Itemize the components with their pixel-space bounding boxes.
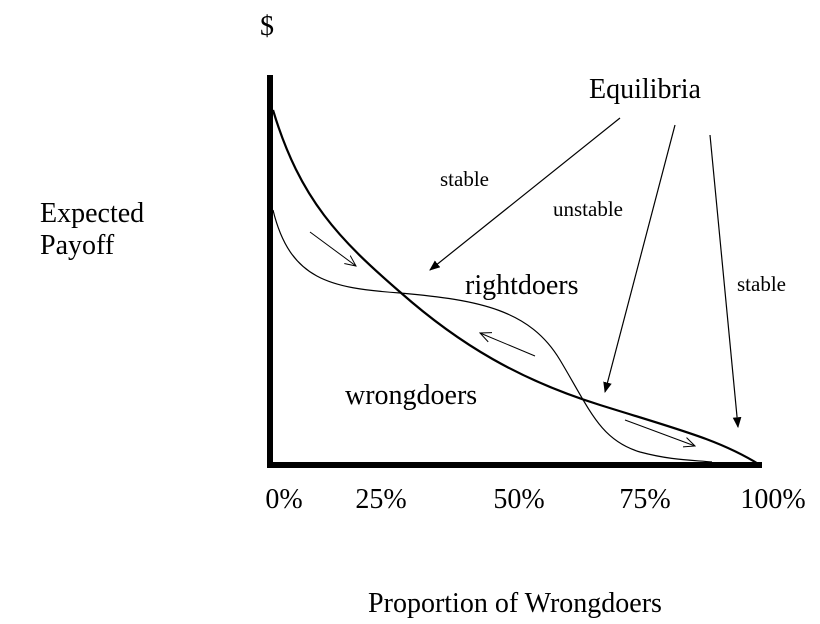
arrow [429, 117, 621, 271]
wrongdoers-curve [271, 109, 761, 466]
x-tick-label: 50% [493, 484, 544, 515]
stable-label: stable [737, 272, 786, 296]
unstable-label: unstable [553, 197, 623, 221]
rightdoers-curve [272, 209, 713, 463]
x-tick-label: 75% [619, 484, 670, 515]
wrongdoers-label: wrongdoers [345, 380, 477, 411]
x-tick-label: 25% [355, 484, 406, 515]
stable-label: stable [440, 167, 489, 191]
y-label: Payoff [40, 230, 115, 261]
direction-arrow [480, 333, 536, 357]
rightdoers-label: rightdoers [465, 270, 579, 301]
direction-arrow [309, 231, 356, 266]
x-tick-label: 100% [740, 484, 805, 515]
y-label: Expected [40, 198, 144, 229]
x-tick-label: 0% [265, 484, 302, 515]
arrow [603, 124, 676, 394]
y-symbol: $ [260, 11, 274, 42]
arrow [709, 134, 742, 429]
x-label: Proportion of Wrongdoers [368, 588, 662, 619]
equilibria-label: Equilibria [589, 74, 702, 105]
direction-arrow [624, 419, 695, 446]
